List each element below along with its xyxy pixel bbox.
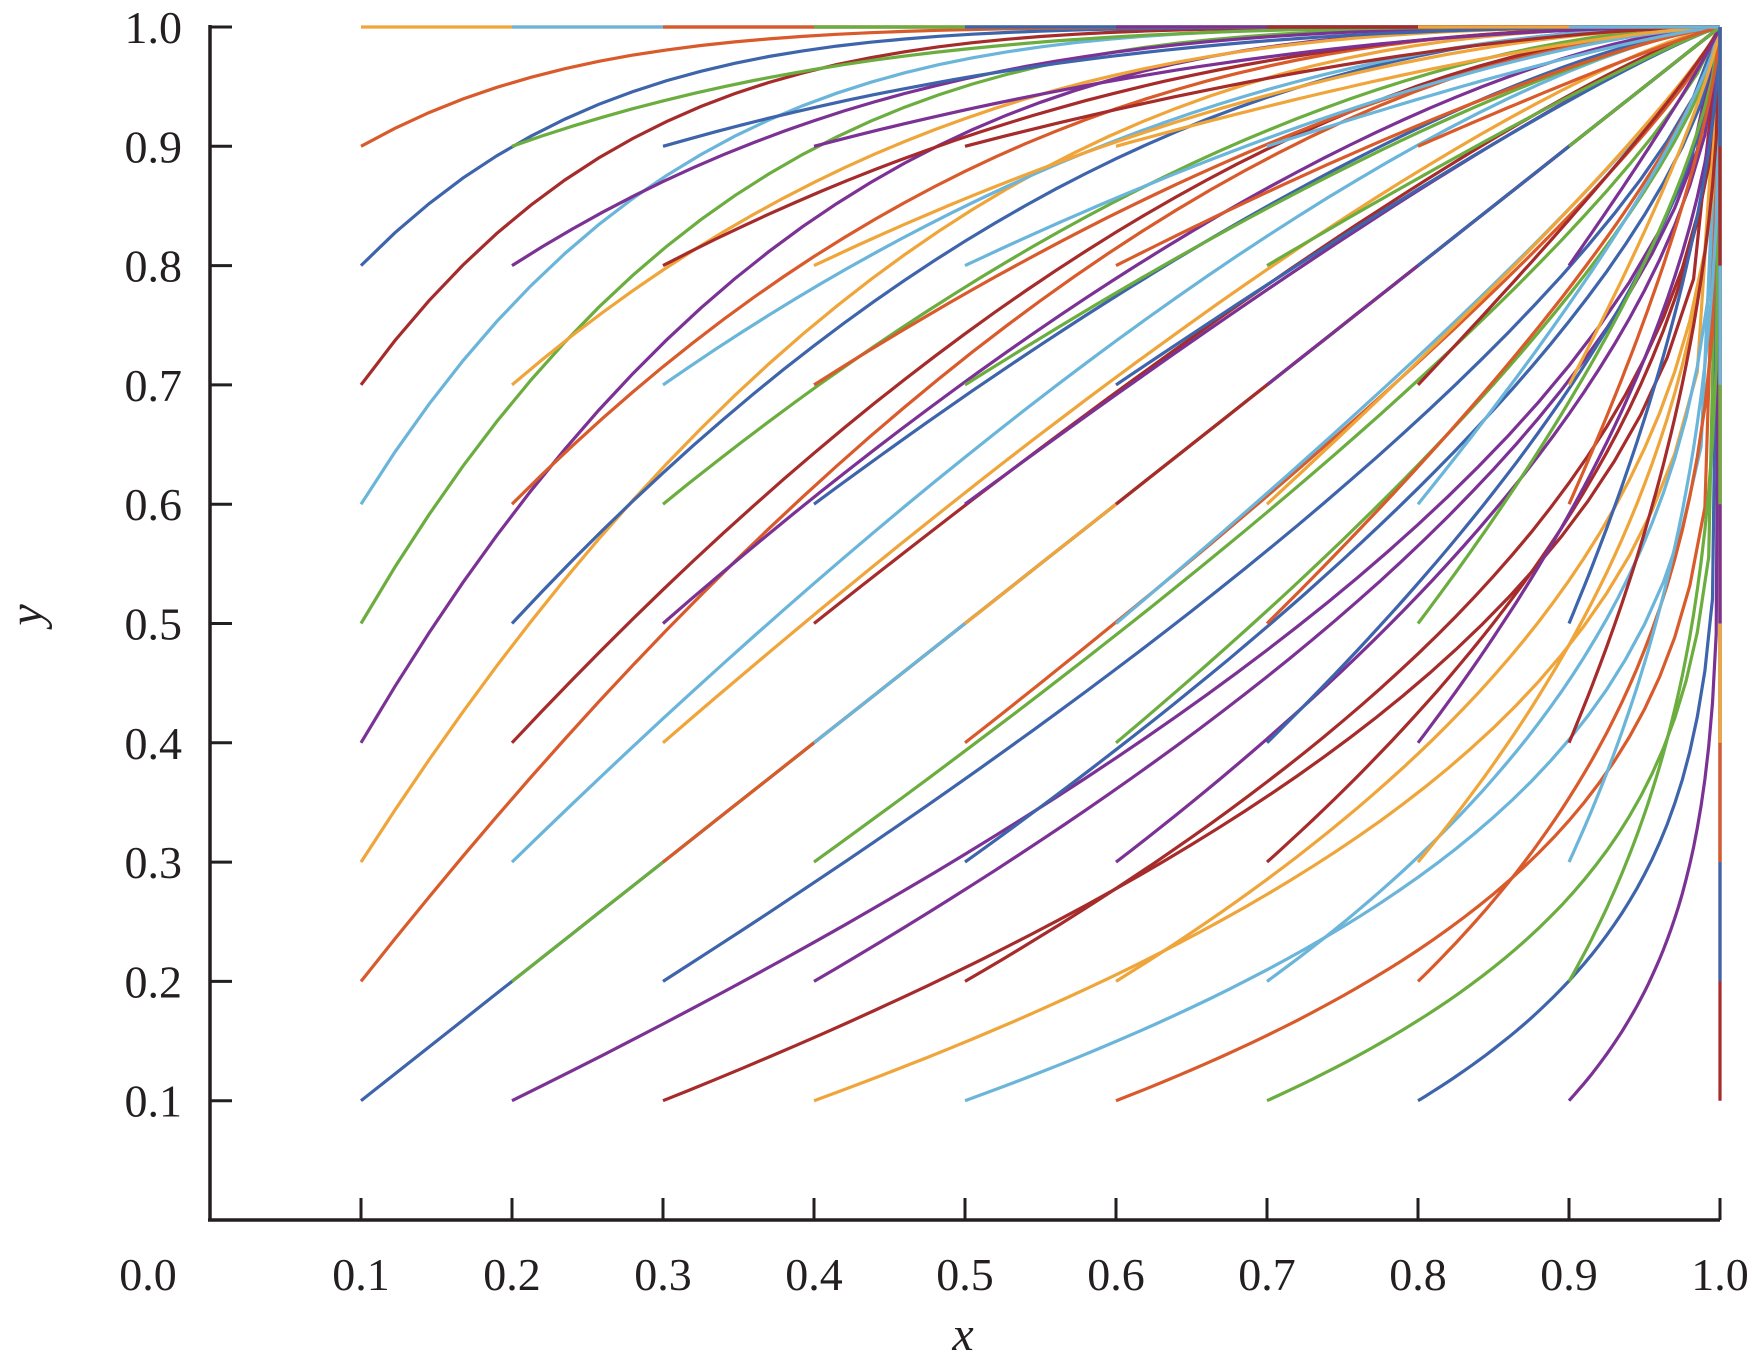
series-line xyxy=(1266,26,1722,1103)
series-line xyxy=(510,25,1721,864)
series-line xyxy=(1568,25,1721,148)
series-line xyxy=(813,25,1721,625)
series-line xyxy=(1416,26,1722,864)
series-line xyxy=(813,26,1722,864)
series-line xyxy=(1115,25,1721,387)
series-line xyxy=(1265,26,1722,625)
series-line xyxy=(964,25,1721,268)
y-tick-label: 0.5 xyxy=(125,599,183,650)
x-tick-label: 0.9 xyxy=(1540,1249,1598,1300)
y-tick-label: 0.4 xyxy=(125,718,183,769)
x-tick-label: 1.0 xyxy=(1691,1249,1747,1300)
y-tick-label: 0.7 xyxy=(125,360,183,411)
series-line xyxy=(813,25,1721,506)
series-line xyxy=(1567,26,1722,386)
series-line xyxy=(813,26,1722,983)
x-tick-label: 0.6 xyxy=(1087,1249,1145,1300)
series-line xyxy=(1115,25,1721,268)
series-line xyxy=(1416,26,1722,744)
series-line xyxy=(661,25,1721,745)
x-tick-label: 0.1 xyxy=(332,1249,390,1300)
series-line xyxy=(1567,26,1722,505)
x-tick-label: 0.5 xyxy=(936,1249,994,1300)
y-tick-label: 0.2 xyxy=(125,956,183,1007)
series-line xyxy=(1416,26,1722,506)
series-line xyxy=(1266,26,1722,983)
y-axis-label: y xyxy=(0,604,53,631)
y-tick-label: 1.0 xyxy=(125,2,183,53)
series-line xyxy=(1567,26,1722,983)
y-tick-label: 0.9 xyxy=(125,121,183,172)
x-axis-label: x xyxy=(951,1308,973,1361)
y-tick-label: 0.1 xyxy=(125,1076,183,1127)
series-line xyxy=(1567,26,1722,625)
series-line xyxy=(964,26,1722,1103)
series-line xyxy=(813,25,1721,148)
ticks-group: 0.0 0.1 0.2 0.3 0.4 0.5 0.6 0.7 0.8 0.9 1.0 0.1 0.2 0… xyxy=(119,2,1747,1300)
series-line xyxy=(1416,26,1722,983)
x-tick-label: 0.4 xyxy=(785,1249,843,1300)
series-line xyxy=(1567,26,1722,863)
series-line xyxy=(1115,25,1721,148)
series-line xyxy=(1115,26,1722,864)
series-line xyxy=(1115,26,1722,983)
y-tick-label: 0.3 xyxy=(125,837,183,888)
series-line xyxy=(1417,25,1721,148)
series-line xyxy=(662,26,1722,983)
curves-group xyxy=(359,25,1722,1103)
y-tick-label: 0.8 xyxy=(125,241,183,292)
series-line xyxy=(964,25,1721,148)
series-line xyxy=(1266,25,1721,267)
series-line xyxy=(1265,26,1722,506)
y-tick-label: 0.6 xyxy=(125,479,183,530)
series-line xyxy=(1416,26,1722,625)
x-tick-label: 0.7 xyxy=(1238,1249,1296,1300)
series-line xyxy=(1266,25,1721,148)
series-line xyxy=(1567,26,1722,1102)
series-line xyxy=(1416,26,1722,387)
x-tick-label: 0.3 xyxy=(634,1249,692,1300)
series-line xyxy=(1265,26,1722,864)
series-line xyxy=(1567,26,1722,744)
series-line xyxy=(964,26,1722,745)
series-line xyxy=(1115,26,1722,1103)
x-tick-label: 0.8 xyxy=(1389,1249,1447,1300)
series-line xyxy=(511,26,1722,1103)
x-tick-label: 0.2 xyxy=(483,1249,541,1300)
series-line xyxy=(964,26,1722,864)
series-line xyxy=(1567,26,1722,267)
series-line xyxy=(510,25,1721,744)
x-tick-label: 0.0 xyxy=(119,1249,177,1300)
series-line xyxy=(359,25,1720,386)
series-line xyxy=(662,25,1721,387)
